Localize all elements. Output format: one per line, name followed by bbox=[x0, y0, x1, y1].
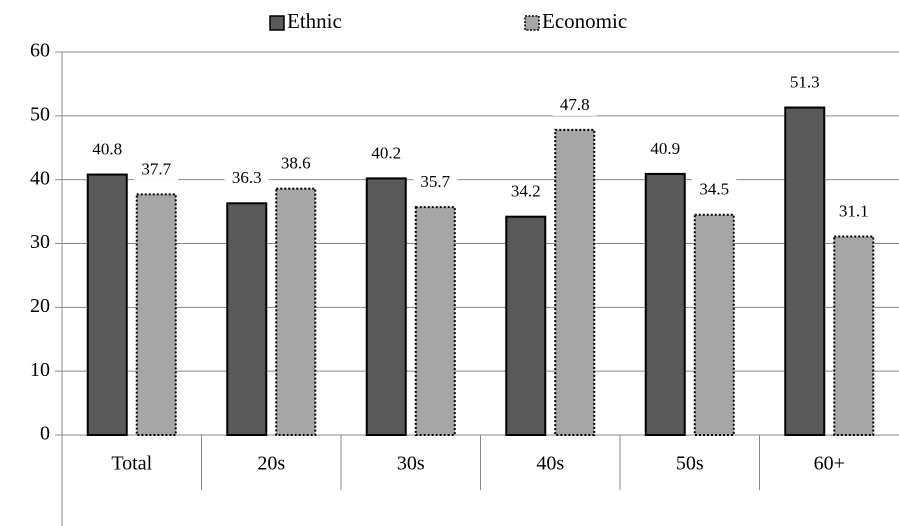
legend-swatch bbox=[524, 15, 540, 31]
value-label-bg bbox=[782, 71, 827, 94]
value-label-bg bbox=[134, 158, 179, 181]
value-label-bg bbox=[692, 178, 737, 201]
x-tick-label: 50s bbox=[676, 453, 704, 475]
y-tick-label: 0 bbox=[40, 423, 50, 445]
bar bbox=[275, 187, 317, 436]
value-label: 40.9 bbox=[650, 139, 680, 158]
value-label: 38.6 bbox=[281, 154, 311, 173]
value-label: 51.3 bbox=[790, 72, 820, 91]
bar bbox=[365, 177, 407, 436]
value-label-bg bbox=[85, 138, 130, 161]
y-tick-label: 10 bbox=[30, 359, 50, 381]
value-label-bg bbox=[413, 171, 458, 194]
bar bbox=[644, 172, 686, 436]
bar bbox=[86, 173, 128, 436]
value-label-bg bbox=[643, 137, 688, 160]
value-label-bg bbox=[224, 167, 269, 190]
value-label-bg bbox=[552, 93, 597, 116]
value-label-bg bbox=[831, 200, 876, 223]
legend-label: Ethnic bbox=[287, 9, 342, 33]
bar bbox=[554, 128, 596, 436]
value-label: 36.3 bbox=[232, 168, 262, 187]
x-tick-label: 20s bbox=[257, 453, 285, 475]
value-label: 47.8 bbox=[560, 95, 590, 114]
bar bbox=[784, 106, 826, 436]
value-label: 34.5 bbox=[699, 180, 729, 199]
value-label: 40.8 bbox=[92, 139, 122, 158]
value-label-bg bbox=[273, 152, 318, 175]
y-tick-label: 30 bbox=[30, 231, 50, 253]
bar bbox=[505, 215, 547, 436]
value-label: 37.7 bbox=[141, 159, 171, 178]
value-label: 31.1 bbox=[839, 201, 869, 220]
legend-swatch bbox=[269, 15, 285, 31]
value-label-bg bbox=[364, 142, 409, 165]
value-label: 34.2 bbox=[511, 182, 541, 201]
x-tick-label: 30s bbox=[397, 453, 425, 475]
bar bbox=[135, 193, 177, 436]
legend-label: Economic bbox=[542, 9, 627, 33]
bar bbox=[693, 213, 735, 436]
value-label: 35.7 bbox=[420, 172, 450, 191]
y-tick-label: 60 bbox=[30, 40, 50, 62]
bar bbox=[414, 206, 456, 436]
y-tick-label: 40 bbox=[30, 167, 50, 189]
x-tick-label: 40s bbox=[536, 453, 564, 475]
y-tick-label: 50 bbox=[30, 103, 50, 125]
bar bbox=[226, 202, 268, 436]
x-tick-label: 60+ bbox=[814, 453, 845, 475]
x-tick-label: Total bbox=[111, 453, 152, 475]
value-label-bg bbox=[503, 180, 548, 203]
bar bbox=[833, 235, 875, 436]
y-tick-label: 20 bbox=[30, 295, 50, 317]
value-label: 40.2 bbox=[371, 143, 401, 162]
